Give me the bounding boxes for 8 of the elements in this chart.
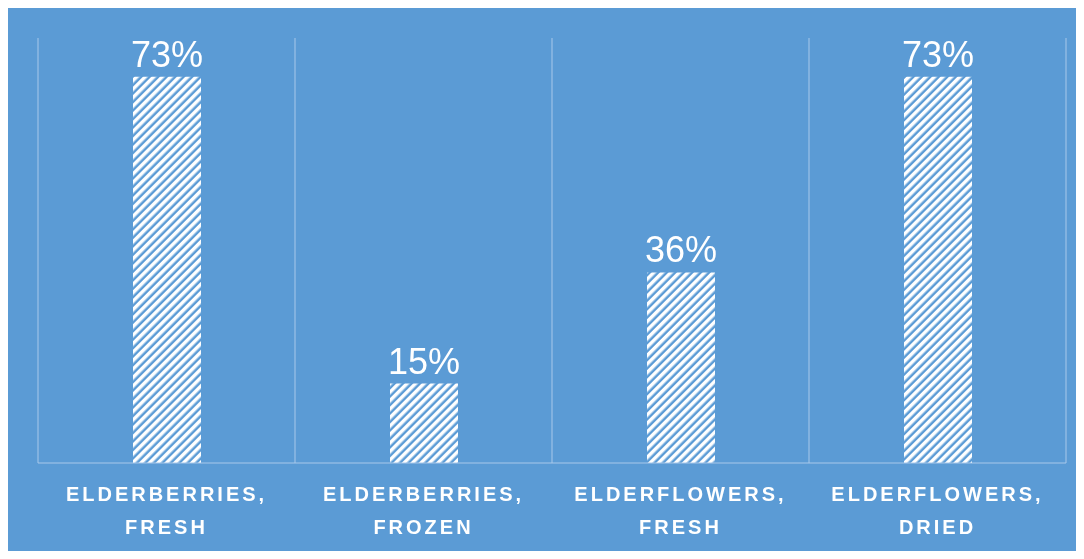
data-label: 36% bbox=[644, 229, 718, 271]
data-label: 73% bbox=[130, 33, 204, 75]
x-tick-label: ELDERBERRIES, FROZEN bbox=[322, 483, 525, 538]
x-tick-label: ELDERBERRIES, FRESH bbox=[65, 483, 268, 538]
data-label: 15% bbox=[387, 340, 461, 382]
x-tick-label: ELDERFLOWERS, FRESH bbox=[574, 483, 787, 538]
x-tick-label: ELDERFLOWERS, DRIED bbox=[831, 483, 1044, 538]
data-label: 73% bbox=[901, 33, 975, 75]
